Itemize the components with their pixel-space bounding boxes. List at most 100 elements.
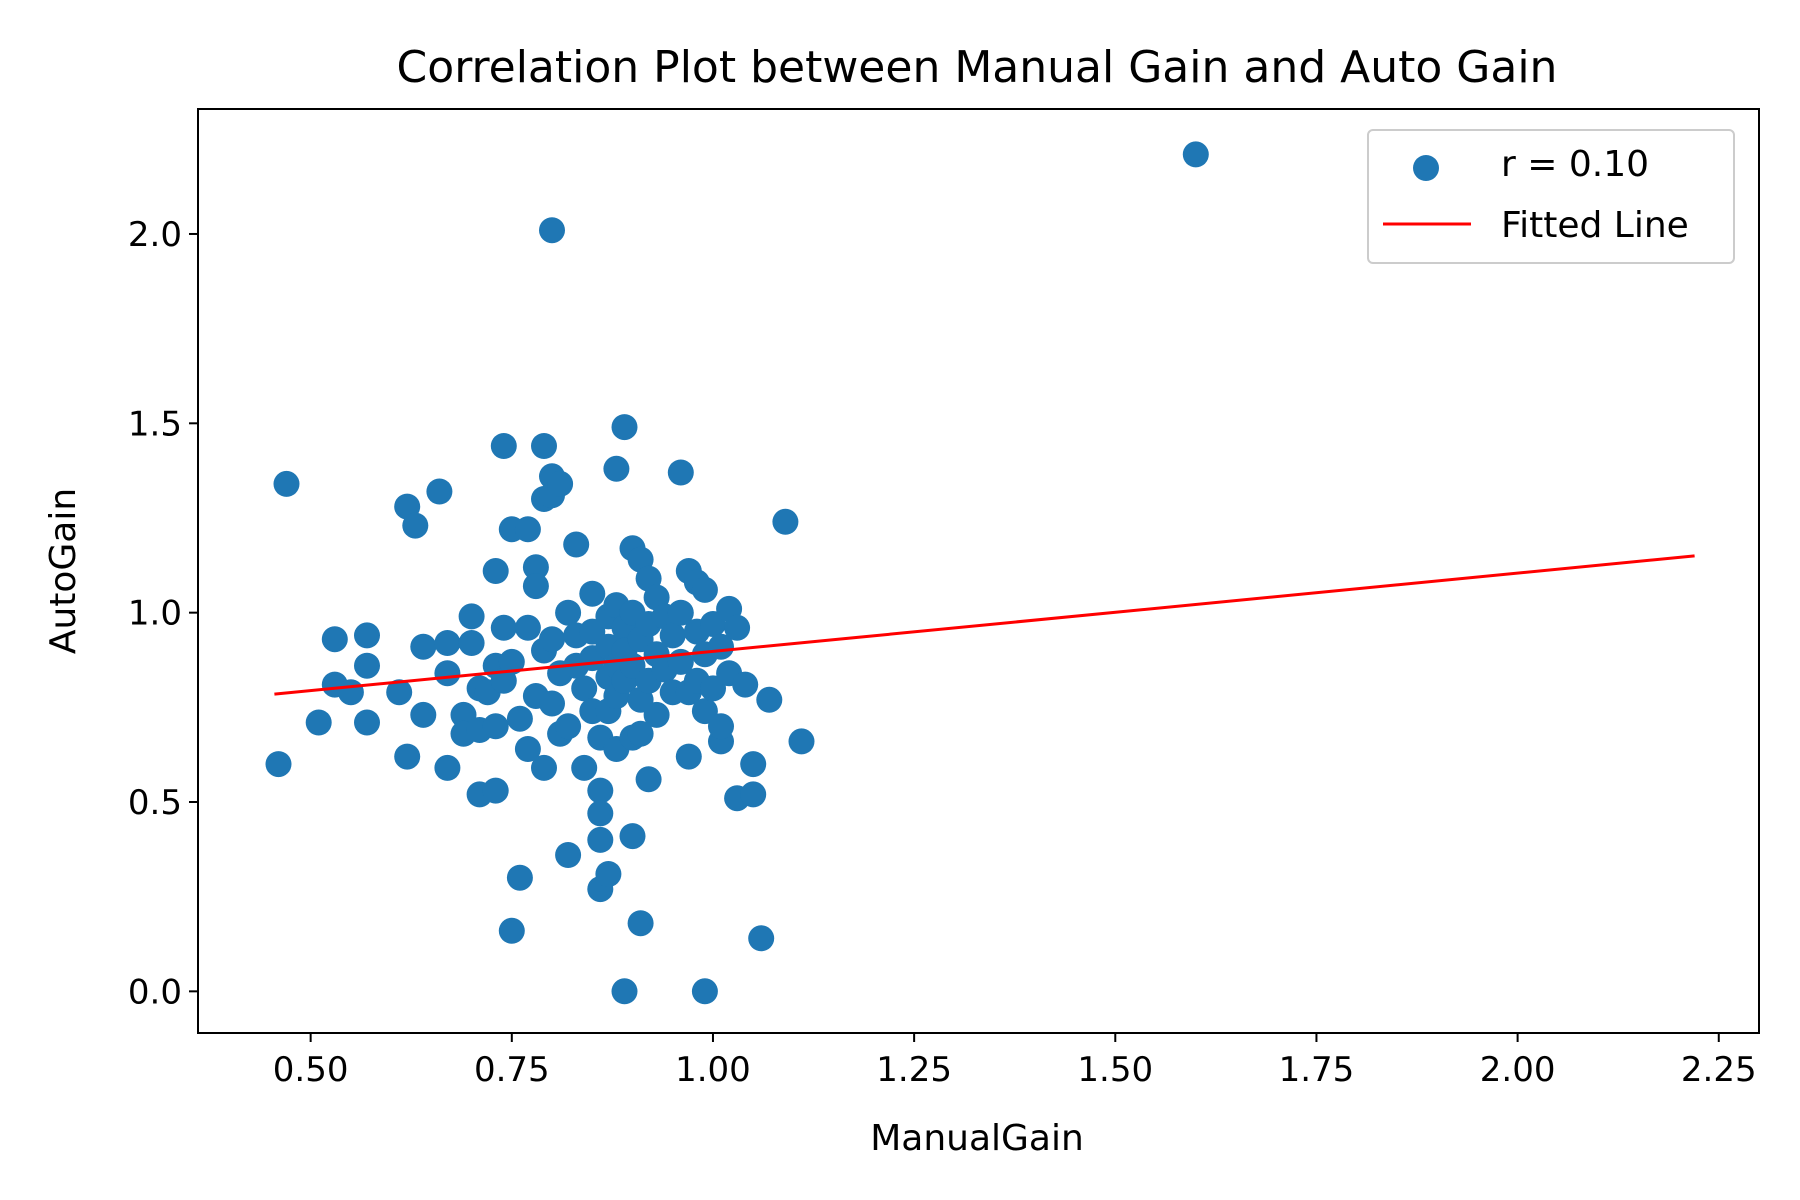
data-point — [506, 705, 533, 732]
data-point — [386, 679, 413, 706]
data-point — [498, 917, 525, 944]
data-point — [402, 512, 429, 539]
data-point — [337, 679, 364, 706]
data-point — [643, 701, 670, 728]
data-point — [458, 603, 485, 630]
data-point — [635, 766, 662, 793]
chart-title: Correlation Plot between Manual Gain and… — [397, 42, 1558, 93]
data-point — [434, 754, 461, 781]
data-point — [748, 925, 775, 952]
data-point — [434, 660, 461, 687]
data-point — [675, 743, 702, 770]
data-point — [506, 864, 533, 891]
x-tick-label: 2.25 — [1681, 1050, 1757, 1090]
data-point — [571, 754, 598, 781]
data-point — [305, 709, 332, 736]
x-tick-label: 2.00 — [1480, 1050, 1556, 1090]
legend: r = 0.10 Fitted Line — [1367, 129, 1735, 264]
data-point — [611, 414, 638, 441]
legend-label-fitted-line: Fitted Line — [1501, 205, 1689, 246]
data-point — [563, 531, 590, 558]
data-point — [587, 777, 614, 804]
data-point — [756, 686, 783, 713]
data-point — [772, 508, 799, 535]
data-point — [522, 554, 549, 581]
data-point — [265, 751, 292, 778]
data-point — [531, 754, 557, 781]
data-point — [1182, 141, 1209, 168]
data-point — [555, 599, 582, 626]
data-point — [490, 614, 517, 641]
data-point — [434, 630, 461, 656]
data-point — [659, 622, 686, 649]
plot-frame — [197, 108, 1760, 1034]
data-point — [354, 652, 380, 679]
data-point — [321, 626, 348, 653]
data-point — [708, 633, 734, 660]
legend-marker-scatter — [1413, 155, 1439, 181]
data-point — [522, 573, 549, 600]
data-point — [458, 630, 485, 656]
x-axis-label: ManualGain — [870, 1118, 1084, 1159]
fitted-line — [274, 554, 1695, 696]
x-tick-label: 1.25 — [876, 1050, 952, 1090]
data-point — [531, 433, 557, 459]
data-point — [724, 614, 751, 641]
x-tick-label: 0.75 — [474, 1050, 550, 1090]
scatter-points — [265, 141, 1209, 1005]
data-point — [603, 455, 630, 482]
data-point — [627, 720, 654, 747]
x-tick-label: 1.75 — [1279, 1050, 1355, 1090]
data-point — [740, 751, 767, 778]
data-point — [595, 861, 622, 887]
data-point — [667, 599, 694, 626]
y-tick-label: 1.0 — [128, 594, 182, 634]
data-point — [587, 826, 614, 853]
data-point — [490, 433, 517, 459]
x-tick-label: 1.50 — [1077, 1050, 1153, 1090]
data-point — [732, 671, 759, 698]
data-point — [627, 910, 654, 937]
data-point — [273, 470, 300, 497]
y-tick-label: 2.0 — [128, 215, 182, 255]
legend-box — [1367, 129, 1735, 264]
data-point — [691, 576, 718, 603]
data-point — [482, 777, 509, 804]
data-point — [482, 558, 509, 584]
data-point — [514, 736, 541, 762]
data-point — [426, 478, 453, 505]
data-point — [539, 217, 565, 244]
data-point — [539, 690, 565, 717]
data-point — [740, 781, 767, 808]
data-point — [498, 648, 525, 675]
data-point — [410, 633, 437, 660]
data-point — [667, 459, 694, 486]
data-point — [354, 622, 380, 649]
data-point — [555, 713, 582, 740]
data-point — [708, 713, 734, 740]
fitted-line-group — [274, 554, 1695, 696]
x-axis-ticks: 0.50 0.75 1.00 1.25 1.50 1.75 2.00 2.25 — [273, 1033, 1757, 1090]
data-point — [514, 516, 541, 543]
data-point — [691, 978, 718, 1005]
data-point — [555, 842, 582, 868]
x-tick-label: 1.00 — [675, 1050, 751, 1090]
y-tick-label: 0.5 — [128, 783, 182, 823]
legend-label-scatter: r = 0.10 — [1501, 144, 1649, 185]
y-tick-label: 1.5 — [128, 404, 182, 444]
data-point — [354, 709, 380, 736]
data-point — [571, 675, 598, 702]
data-point — [539, 626, 565, 653]
y-axis-ticks: 0.0 0.5 1.0 1.5 2.0 — [128, 215, 198, 1012]
data-point — [611, 978, 638, 1005]
data-point — [579, 580, 606, 607]
y-tick-label: 0.0 — [128, 972, 182, 1012]
data-point — [394, 743, 421, 770]
data-point — [482, 713, 509, 740]
data-point — [410, 701, 437, 728]
data-point — [587, 800, 614, 827]
data-point — [788, 728, 815, 755]
data-point — [547, 470, 574, 497]
data-point — [514, 614, 541, 641]
